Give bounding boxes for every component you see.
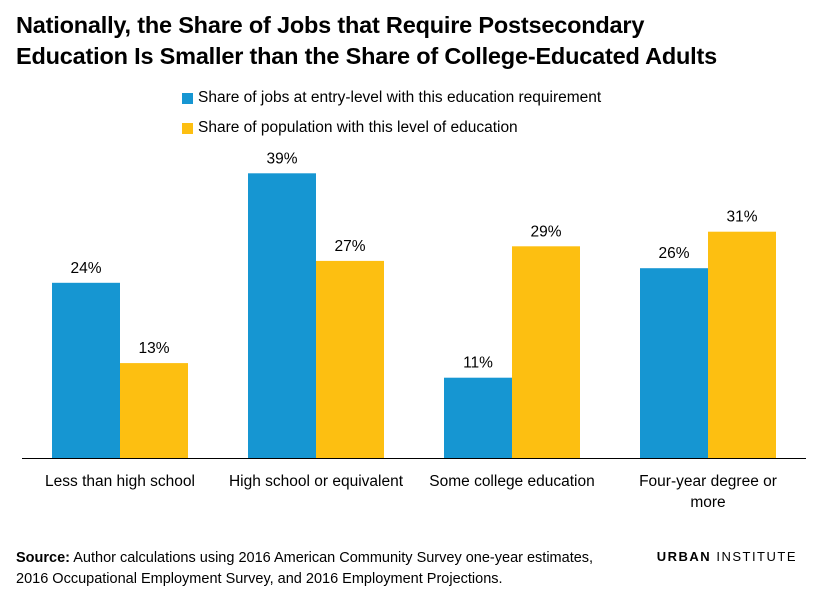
bar-jobs-2 — [444, 377, 512, 458]
legend-item-population: Share of population with this level of e… — [182, 118, 601, 138]
logo-word-institute: INSTITUTE — [716, 549, 797, 564]
bar-chart: 24% 13% Less than high school 39% 27% High sc… — [22, 150, 806, 511]
source-label: Source: — [16, 550, 70, 566]
data-label-population-1: 27% — [334, 238, 365, 255]
data-label-jobs-0: 24% — [70, 260, 101, 277]
source-text-1: Author calculations using 2016 American … — [73, 550, 594, 566]
source-text-2: 2016 Occupational Employment Survey, and… — [16, 571, 503, 587]
legend-label-jobs: Share of jobs at entry-level with this e… — [198, 89, 602, 106]
category-label-3: Four-year degree or — [639, 473, 777, 490]
source-line-1: Source: Author calculations using 2016 A… — [16, 548, 656, 569]
category-label-0: Less than high school — [45, 473, 195, 490]
legend-swatch-population — [182, 122, 193, 134]
bar-jobs-1 — [248, 173, 316, 459]
category-label-2: Some college education — [429, 473, 594, 490]
data-label-population-2: 29% — [530, 223, 561, 240]
bar-population-3 — [708, 231, 776, 458]
data-label-jobs-2: 11% — [463, 355, 493, 372]
data-label-population-0: 13% — [138, 340, 169, 357]
bar-jobs-3 — [640, 268, 708, 458]
category-label-1: High school or equivalent — [229, 473, 404, 490]
legend: Share of jobs at entry-level with this e… — [182, 88, 601, 148]
chart-title-line-1: Nationally, the Share of Jobs that Requi… — [16, 12, 645, 38]
bar-population-1 — [316, 260, 384, 458]
bar-jobs-0 — [52, 282, 120, 458]
data-label-jobs-3: 26% — [658, 245, 689, 262]
bar-population-2 — [512, 246, 580, 458]
bar-population-0 — [120, 363, 188, 458]
data-label-jobs-1: 39% — [266, 150, 297, 167]
chart-title-line-2: Education Is Smaller than the Share of C… — [16, 43, 717, 69]
category-label-3-line-2: more — [690, 494, 725, 511]
data-label-population-3: 31% — [726, 209, 757, 226]
urban-institute-logo: URBAN INSTITUTE — [657, 549, 797, 564]
logo-word-urban: URBAN — [656, 549, 712, 564]
chart-title: Nationally, the Share of Jobs that Requi… — [16, 10, 806, 72]
source-note: Source: Author calculations using 2016 A… — [16, 548, 656, 590]
legend-label-population: Share of population with this level of e… — [198, 119, 518, 136]
legend-item-jobs: Share of jobs at entry-level with this e… — [182, 88, 601, 108]
legend-swatch-jobs — [182, 92, 193, 104]
